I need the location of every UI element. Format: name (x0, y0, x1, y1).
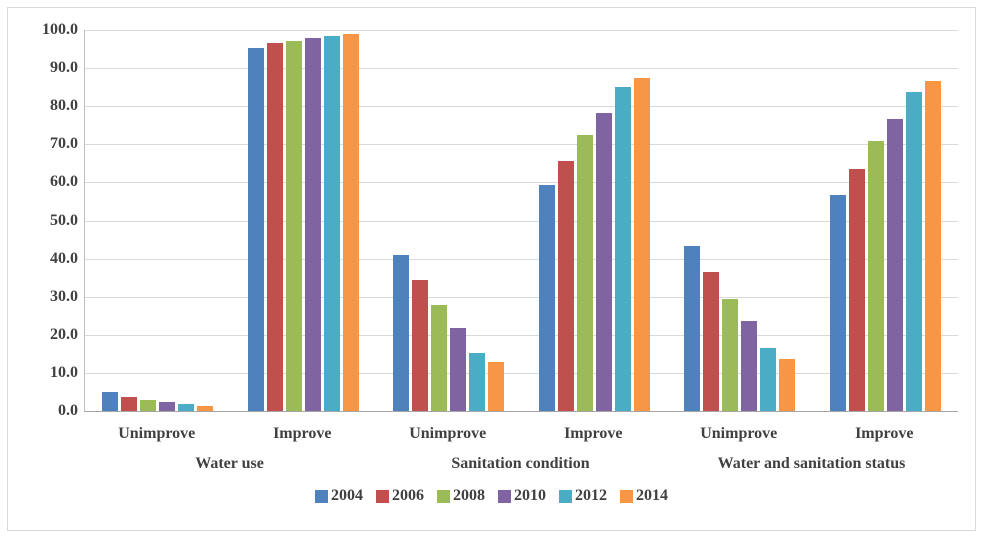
bar-2012 (614, 86, 631, 411)
bar-2004 (684, 246, 701, 411)
bar-2008 (722, 298, 739, 411)
legend-swatch-icon (315, 489, 328, 503)
y-tick-label: 50.0 (50, 211, 78, 229)
bar-2008 (576, 134, 593, 411)
y-tick-label: 80.0 (50, 97, 78, 115)
x-axis-category-labels: Unimprove Improve Unimprove Improve Unimprov… (84, 425, 957, 443)
bar-2008 (431, 305, 448, 411)
y-tick-label: 30.0 (50, 287, 78, 305)
legend: 2004 2006 2008 2010 2012 2014 (0, 487, 983, 505)
bar-2010 (886, 119, 903, 411)
bar-2010 (595, 113, 612, 411)
legend-item-2012: 2012 (559, 487, 607, 505)
gridline (85, 68, 958, 70)
bar-2006 (703, 271, 720, 411)
gridline (85, 372, 958, 374)
category-label: Improve (855, 425, 914, 442)
y-tick-label: 10.0 (50, 363, 78, 381)
legend-item-2004: 2004 (315, 487, 363, 505)
y-tick-label: 70.0 (50, 135, 78, 153)
x-axis-group-labels: Water use Sanitation condition Water and s… (84, 455, 957, 473)
legend-swatch-icon (620, 489, 633, 503)
bar-2012 (178, 403, 195, 411)
bar-2006 (557, 160, 574, 411)
legend-swatch-icon (559, 489, 572, 503)
bar-2006 (266, 42, 283, 411)
bar-2006 (848, 169, 865, 411)
y-tick-label: 20.0 (50, 325, 78, 343)
plot-area (84, 30, 958, 412)
category-label: Unimprove (409, 425, 487, 442)
legend-swatch-icon (437, 489, 450, 503)
bar-group-unimprove (376, 30, 522, 411)
group-label: Sanitation condition (451, 455, 590, 472)
gridline (85, 334, 958, 336)
gridline (85, 182, 958, 184)
legend-item-2014: 2014 (620, 487, 668, 505)
bar-slots (85, 30, 958, 411)
bar-group-unimprove (667, 30, 813, 411)
bar-group-improve (231, 30, 377, 411)
legend-label: 2010 (514, 487, 546, 504)
bar-2006 (412, 279, 429, 411)
bar-2004 (247, 47, 264, 411)
bar-2012 (905, 92, 922, 411)
bar-2014 (488, 362, 505, 411)
bar-2010 (450, 327, 467, 411)
gridline (85, 30, 958, 31)
gridline (85, 106, 958, 108)
legend-item-2008: 2008 (437, 487, 485, 505)
bar-2008 (867, 141, 884, 411)
legend-label: 2006 (392, 487, 424, 504)
category-label: Unimprove (118, 425, 196, 442)
bar-group-unimprove (85, 30, 231, 411)
bar-2008 (285, 40, 302, 411)
bar-2014 (197, 406, 214, 411)
bar-2014 (342, 33, 359, 411)
y-tick-label: 60.0 (50, 173, 78, 191)
bar-2012 (760, 348, 777, 411)
bar-2014 (924, 81, 941, 411)
bar-2012 (323, 36, 340, 411)
gridline (85, 144, 958, 146)
gridline (85, 258, 958, 260)
legend-item-2010: 2010 (498, 487, 546, 505)
gridline (85, 296, 958, 298)
legend-swatch-icon (498, 489, 511, 503)
category-label: Improve (564, 425, 623, 442)
bar-2004 (829, 194, 846, 411)
category-label: Improve (273, 425, 332, 442)
group-label: Water use (195, 455, 264, 472)
bar-2010 (304, 38, 321, 411)
legend-label: 2008 (453, 487, 485, 504)
bar-2006 (121, 397, 138, 411)
bar-2014 (779, 359, 796, 411)
legend-label: 2012 (575, 487, 607, 504)
legend-item-2006: 2006 (376, 487, 424, 505)
group-label: Water and sanitation status (717, 455, 906, 472)
legend-label: 2014 (636, 487, 668, 504)
bar-2004 (102, 392, 119, 411)
bar-2010 (741, 321, 758, 411)
y-tick-label: 90.0 (50, 59, 78, 77)
bar-group-improve (813, 30, 959, 411)
y-tick-label: 100.0 (42, 21, 78, 38)
bar-2010 (159, 401, 176, 411)
gridline (85, 220, 958, 222)
y-tick-label: 0.0 (58, 402, 78, 419)
bar-2014 (633, 77, 650, 411)
bar-2008 (140, 399, 157, 411)
y-tick-label: 40.0 (50, 249, 78, 267)
bar-2012 (469, 353, 486, 411)
category-label: Unimprove (700, 425, 778, 442)
legend-swatch-icon (376, 489, 389, 503)
legend-label: 2004 (331, 487, 363, 504)
bar-group-improve (522, 30, 668, 411)
bar-2004 (538, 185, 555, 411)
bar-2004 (393, 255, 410, 411)
